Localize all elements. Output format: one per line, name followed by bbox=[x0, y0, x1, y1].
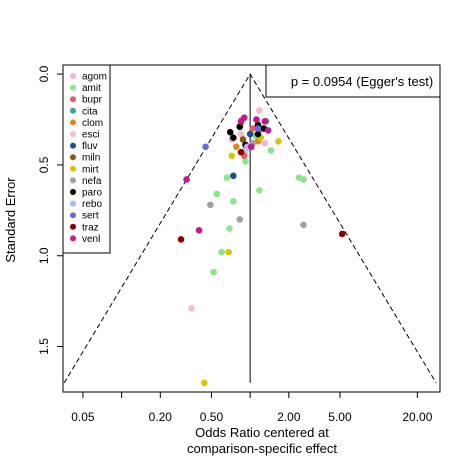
point-mirt bbox=[275, 138, 282, 145]
legend-marker-sert bbox=[70, 212, 76, 219]
point-venl bbox=[261, 118, 269, 125]
x-tick-label: 0.05 bbox=[71, 410, 95, 424]
x-tick-label: 5.00 bbox=[328, 410, 352, 424]
legend-marker-paro bbox=[70, 189, 76, 195]
point-amit bbox=[256, 187, 263, 194]
point-fluv bbox=[230, 172, 237, 180]
legend-label-paro: paro bbox=[82, 188, 102, 199]
legend-label-sert: sert bbox=[82, 211, 99, 222]
y-tick-label: 0.5 bbox=[37, 156, 51, 173]
point-amit bbox=[218, 248, 225, 256]
point-venl bbox=[253, 116, 260, 123]
point-traz bbox=[338, 230, 346, 238]
legend-label-mirt: mirt bbox=[82, 164, 99, 175]
point-clom bbox=[232, 143, 240, 151]
point-bupr bbox=[249, 125, 257, 132]
point-traz bbox=[237, 148, 245, 156]
egger-test-box: p = 0.0954 (Egger's test) bbox=[265, 64, 441, 98]
legend-label-miln: miln bbox=[82, 153, 100, 164]
point-nefa bbox=[300, 221, 307, 229]
x-axis-title-line2: comparison-specific effect bbox=[187, 441, 337, 456]
x-axis-title-line1: Odds Ratio centered at bbox=[195, 425, 329, 440]
legend-label-traz: traz bbox=[82, 222, 99, 233]
point-amit bbox=[242, 157, 249, 165]
legend-marker-agom bbox=[70, 73, 76, 79]
legend-marker-clom bbox=[70, 119, 76, 126]
plot-border bbox=[62, 64, 441, 393]
point-amit bbox=[230, 197, 237, 205]
legend-marker-amit bbox=[70, 84, 76, 91]
legend-marker-rebo bbox=[70, 200, 76, 207]
point-venl bbox=[264, 127, 272, 134]
x-tick-label: 0.20 bbox=[149, 410, 173, 424]
data-points bbox=[177, 107, 346, 387]
funnel-lines bbox=[63, 73, 437, 384]
x-tick-label: 0.50 bbox=[200, 410, 224, 424]
point-agom bbox=[256, 107, 263, 114]
legend-label-clom: clom bbox=[82, 118, 103, 129]
legend-marker-mirt bbox=[70, 165, 76, 172]
point-paro bbox=[230, 134, 237, 141]
legend-marker-nefa bbox=[70, 177, 76, 184]
point-paro bbox=[236, 123, 244, 131]
point-venl bbox=[183, 176, 190, 183]
point-mirt bbox=[228, 152, 236, 160]
legend-label-rebo: rebo bbox=[82, 199, 102, 210]
legend-label-venl: venl bbox=[82, 234, 100, 245]
legend-label-nefa: nefa bbox=[82, 176, 102, 187]
legend-marker-cita bbox=[70, 107, 76, 114]
point-amit bbox=[223, 174, 231, 181]
point-mirt bbox=[201, 379, 208, 387]
legend-label-esci: esci bbox=[82, 130, 100, 141]
point-nefa bbox=[236, 216, 244, 223]
point-amit bbox=[300, 176, 307, 183]
legend-marker-traz bbox=[70, 223, 76, 230]
point-mirt bbox=[225, 248, 232, 256]
legend-label-agom: agom bbox=[82, 72, 107, 83]
egger-test-annotation: p = 0.0954 (Egger's test) bbox=[291, 74, 433, 89]
point-venl bbox=[247, 143, 255, 151]
legend-marker-venl bbox=[70, 235, 76, 242]
y-tick-label: 0.0 bbox=[37, 65, 51, 82]
point-amit bbox=[267, 147, 275, 154]
egger-test-box-border bbox=[265, 64, 441, 98]
point-esci bbox=[237, 130, 245, 138]
point-amit bbox=[213, 190, 221, 198]
point-agom bbox=[261, 139, 269, 147]
point-sert bbox=[202, 143, 209, 151]
legend-marker-esci bbox=[70, 131, 76, 137]
legend-marker-bupr bbox=[70, 96, 76, 103]
legend-label-bupr: bupr bbox=[82, 95, 103, 106]
point-fluv bbox=[246, 130, 254, 138]
legend-label-fluv: fluv bbox=[82, 141, 98, 152]
y-tick-label: 1.5 bbox=[37, 338, 51, 355]
point-venl bbox=[240, 114, 248, 121]
plot-frame bbox=[62, 64, 441, 393]
point-miln bbox=[239, 136, 247, 143]
point-traz bbox=[177, 236, 185, 243]
x-tick-label: 2.00 bbox=[277, 410, 301, 424]
point-amit bbox=[226, 225, 233, 232]
legend-marker-miln bbox=[70, 154, 76, 161]
legend-label-cita: cita bbox=[82, 106, 98, 117]
y-tick-label: 1.0 bbox=[37, 247, 51, 264]
point-esci bbox=[188, 305, 195, 312]
point-amit bbox=[210, 268, 217, 276]
point-nefa bbox=[207, 201, 214, 209]
point-paro bbox=[226, 128, 234, 136]
legend: agomamitbuprcitaclomescifluvmilnmirtnefa… bbox=[62, 64, 111, 254]
point-paro bbox=[254, 130, 262, 138]
x-axis: 0.05 0.20 0.50 2.00 5.00 20.00 bbox=[71, 391, 433, 424]
legend-label-amit: amit bbox=[82, 83, 101, 94]
y-axis: 0.0 0.5 1.0 1.5 bbox=[37, 65, 64, 355]
x-tick-label: 20.00 bbox=[402, 410, 432, 424]
point-sert bbox=[254, 125, 262, 132]
y-axis-title: Standard Error bbox=[3, 177, 18, 263]
point-venl bbox=[195, 227, 203, 234]
legend-marker-fluv bbox=[70, 142, 76, 149]
